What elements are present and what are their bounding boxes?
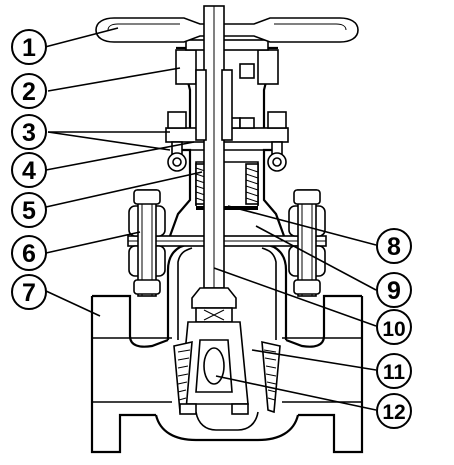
leader-4 (45, 141, 195, 171)
leader-lines (44, 27, 377, 411)
callout-5-label: 5 (22, 197, 36, 225)
leader-11 (251, 349, 377, 371)
yoke (175, 39, 279, 128)
bonnet (168, 134, 286, 237)
callout-9: 9 (376, 272, 412, 308)
leader-3b (47, 131, 171, 151)
callout-4: 4 (11, 152, 47, 188)
callout-4-label: 4 (22, 157, 36, 185)
leader-6 (45, 231, 141, 254)
wedge-and-seats (173, 307, 281, 415)
callout-2: 2 (11, 73, 47, 109)
body-bonnet-flange (127, 189, 327, 297)
callout-1: 1 (11, 29, 47, 65)
callout-10: 10 (376, 309, 412, 345)
callout-5: 5 (11, 192, 47, 228)
callout-6-label: 6 (22, 240, 36, 268)
callout-2-label: 2 (22, 78, 36, 106)
callout-8-label: 8 (387, 233, 401, 261)
leader-1 (44, 27, 119, 48)
leader-8 (227, 205, 377, 246)
leader-7 (45, 290, 101, 317)
leader-5 (45, 171, 203, 208)
callout-8: 8 (376, 228, 412, 264)
callout-7-label: 7 (22, 279, 36, 307)
valve-body (90, 242, 364, 454)
callout-12-label: 12 (382, 401, 405, 424)
callout-10-label: 10 (382, 318, 405, 341)
callout-11-label: 11 (383, 361, 406, 384)
callout-3: 3 (11, 114, 47, 150)
stem (191, 5, 237, 309)
callout-3-label: 3 (22, 119, 36, 147)
leader-9 (255, 225, 377, 291)
callout-9-label: 9 (387, 277, 401, 305)
callout-6: 6 (11, 235, 47, 271)
leader-12 (215, 375, 377, 411)
leader-2 (47, 67, 181, 92)
callout-12: 12 (376, 393, 412, 429)
callout-1-label: 1 (22, 34, 36, 62)
callout-11: 11 (376, 353, 412, 389)
leader-10 (213, 267, 377, 327)
callout-7: 7 (11, 274, 47, 310)
handwheel (95, 17, 359, 43)
